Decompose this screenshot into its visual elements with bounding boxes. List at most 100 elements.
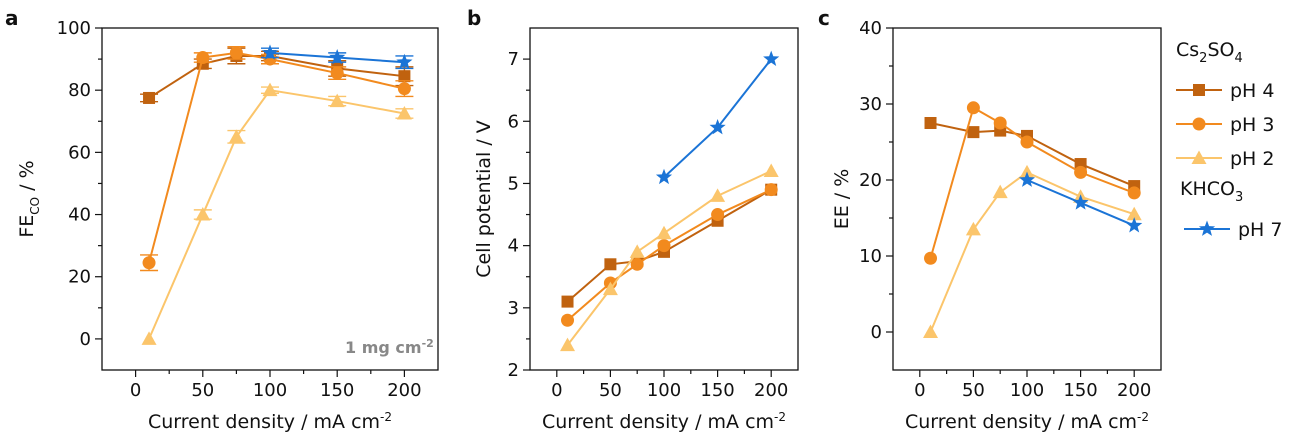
panel-label-c: c [818,6,830,30]
series-c [923,101,1143,338]
series-line-ph7 [663,58,772,178]
data-point-ph3 [330,66,344,80]
legend-marker-ph7 [1198,220,1216,236]
data-point-ph4 [924,117,937,129]
data-point-ph3 [196,51,210,65]
legend-label-ph3: pH 3 [1230,114,1274,136]
x-tick-label: 100 [647,380,681,401]
panel-c: c 0 50 100 150 200 0 10 20 30 40 Current density … [818,6,1162,433]
series-line-ph3 [929,106,1135,259]
series-ph2 [560,163,779,352]
y-tick-label: 10 [859,246,882,267]
legend: Cs2SO4 KHCO3 pH 4 pH 3 pH 2 pH 7 [1176,39,1282,241]
data-point-ph7 [329,49,346,65]
data-point-ph4 [143,91,156,104]
data-point-ph3 [1020,135,1034,149]
y-tick-label: 3 [508,298,519,319]
loading-annotation: 1 mg cm-2 [345,337,434,357]
data-point-ph2 [195,207,211,221]
series-line-ph3 [566,188,772,322]
data-point-ph7 [763,50,780,66]
legend-group-title-khco3: KHCO3 [1180,178,1243,205]
axes-c: 0 50 100 150 200 0 10 20 30 40 [859,18,1151,401]
data-point-ph2 [710,188,726,202]
x-axis-label-b: Current density / mA cm-2 [542,410,786,433]
legend-label-ph7: pH 7 [1238,219,1282,241]
legend-label-ph4: pH 4 [1230,80,1274,102]
data-point-ph2 [262,82,278,97]
x-tick-label: 100 [253,380,287,401]
legend-marker-ph2 [1191,150,1207,164]
data-point-ph2 [141,331,157,345]
data-point-ph3 [657,239,671,253]
data-point-ph3 [924,251,938,265]
y-axis-label-b: Cell potential / V [473,120,495,278]
data-point-ph3 [229,46,243,60]
x-tick-label: 50 [191,380,214,401]
plot-frame-a [101,27,439,371]
series-ph7 [261,44,414,70]
data-point-ph2 [560,337,576,352]
data-point-ph2 [396,106,412,120]
data-point-ph2 [1126,206,1142,221]
data-point-ph3 [711,208,725,222]
series-ph2 [923,164,1142,338]
series-line-ph2 [566,170,772,346]
data-point-ph2 [329,93,345,108]
y-tick-label: 40 [859,18,882,39]
legend-entries: pH 4 pH 3 pH 2 pH 7 [1176,80,1282,241]
panel-a: a 0 50 100 150 200 0 20 40 60 80 100 Current densi… [5,6,439,433]
series-ph3 [561,183,778,327]
series-line-ph4 [566,188,772,303]
x-tick-label: 200 [1117,380,1151,401]
data-point-ph7 [396,53,413,70]
x-tick-label: 200 [754,380,788,401]
data-point-ph4 [398,70,411,83]
data-point-ph2 [629,244,645,258]
data-point-ph3 [1074,165,1088,179]
panel-b: b 0 50 100 150 200 2 3 4 5 6 7 Current density / m… [467,6,799,433]
data-point-ph3 [630,257,644,271]
x-tick-label: 100 [1010,380,1044,401]
data-point-ph4 [967,126,980,139]
series-ph7 [1018,171,1143,233]
x-tick-label: 0 [914,380,925,401]
x-tick-label: 50 [599,380,622,401]
data-point-ph2 [763,163,779,178]
legend-group-title-cs2so4: Cs2SO4 [1176,39,1243,66]
plot-frame-c [892,27,1162,371]
series-line-ph2 [148,89,405,340]
legend-marker-ph4 [1193,84,1205,96]
series-b [560,50,780,352]
data-point-ph3 [142,256,156,270]
data-point-ph2 [992,184,1008,199]
series-line-ph3 [148,51,405,263]
y-tick-label: 6 [508,111,519,132]
panel-label-b: b [467,6,481,30]
y-tick-label: 20 [68,267,91,288]
series-a [140,44,414,345]
y-tick-label: 5 [508,173,519,194]
x-tick-label: 150 [320,380,354,401]
y-tick-label: 0 [80,329,91,350]
data-point-ph3 [966,101,980,115]
x-axis-label-c: Current density / mA cm-2 [905,410,1149,433]
y-tick-label: 0 [871,322,882,343]
data-point-ph7 [1018,171,1036,187]
data-point-ph7 [655,168,673,185]
data-point-ph4 [561,295,574,308]
y-tick-label: 2 [508,360,519,381]
data-point-ph3 [397,82,411,96]
legend-marker-ph3 [1192,117,1206,131]
data-point-ph3 [1127,186,1141,200]
data-point-ph7 [709,118,726,135]
x-tick-label: 150 [1063,380,1097,401]
y-tick-label: 80 [68,80,91,101]
y-tick-label: 40 [68,205,91,226]
series-ph3 [140,45,414,272]
legend-label-ph2: pH 2 [1230,148,1274,170]
data-point-ph3 [561,313,575,327]
series-ph7 [655,50,780,185]
y-tick-label: 100 [57,18,91,39]
